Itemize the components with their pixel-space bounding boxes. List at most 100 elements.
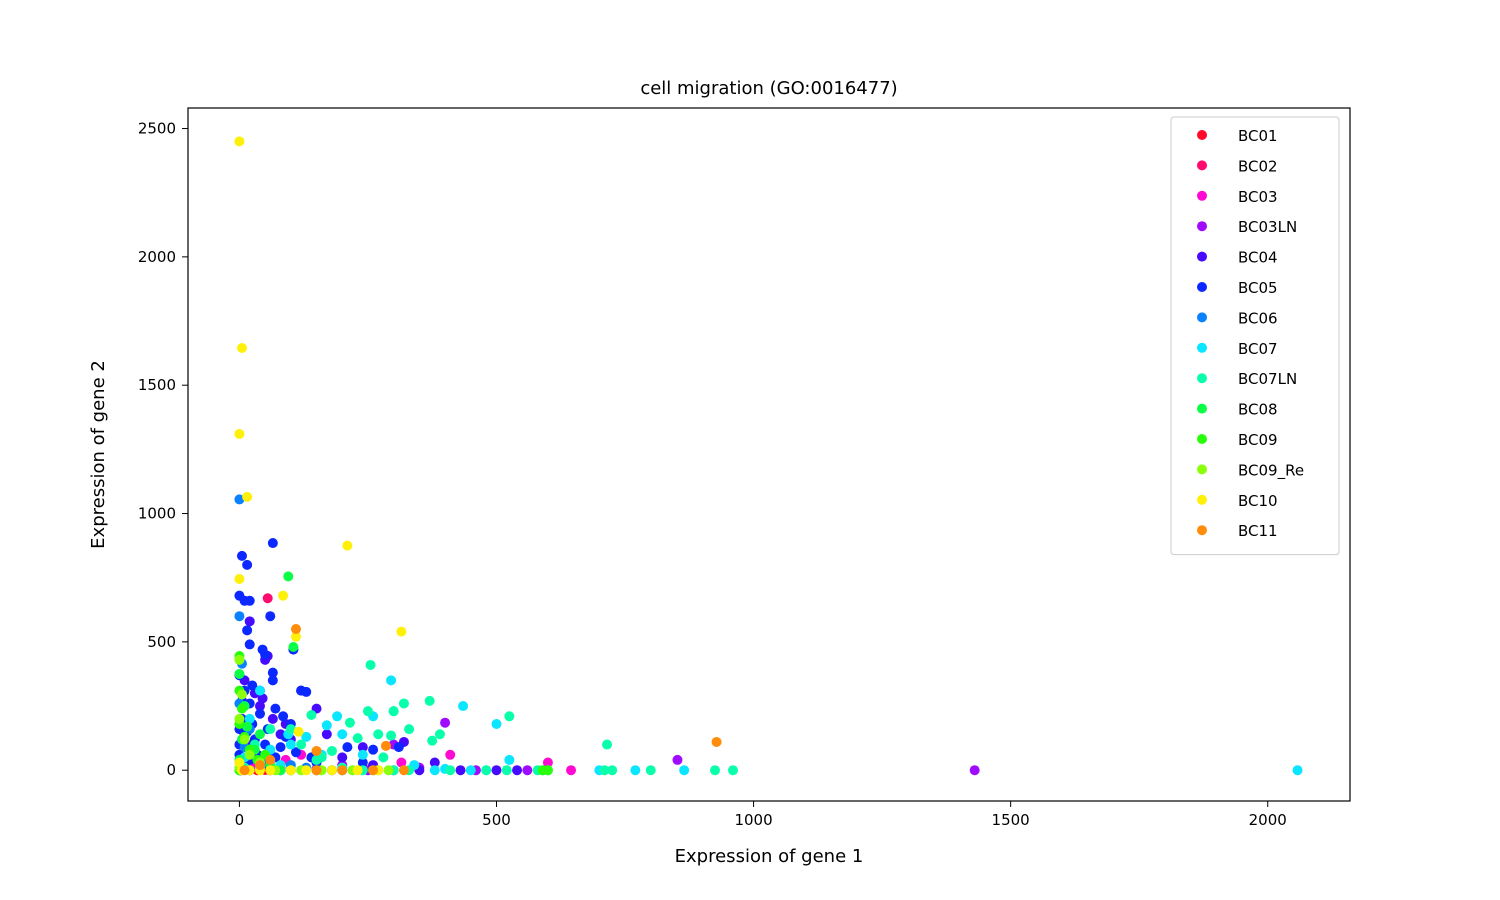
y-tick-label: 2500	[138, 120, 176, 138]
data-point	[262, 593, 273, 604]
data-point	[254, 760, 265, 771]
data-point	[424, 695, 435, 706]
data-point	[491, 719, 502, 729]
data-point	[260, 649, 271, 660]
data-point	[244, 616, 255, 627]
legend-label: BC02	[1238, 157, 1278, 175]
data-point	[396, 626, 407, 637]
data-point	[393, 742, 404, 753]
legend-label: BC09_Re	[1238, 461, 1304, 480]
y-tick-label: 1500	[138, 376, 176, 394]
data-point	[326, 765, 337, 776]
data-point	[429, 757, 440, 768]
data-point	[234, 494, 245, 505]
legend-item: BC03	[1197, 188, 1278, 206]
data-point	[645, 765, 656, 776]
data-point	[234, 428, 245, 439]
legend-item: BC06	[1197, 309, 1278, 327]
data-point	[344, 717, 355, 728]
data-point	[398, 698, 409, 709]
data-point	[365, 659, 376, 670]
legend-marker	[1197, 373, 1207, 384]
y-tick-label: 500	[147, 633, 176, 651]
data-point	[602, 739, 613, 750]
x-tick-label: 2000	[1249, 811, 1287, 829]
x-tick-label: 0	[235, 811, 245, 829]
data-point	[285, 739, 296, 750]
legend-marker	[1197, 251, 1207, 262]
data-point	[607, 765, 618, 776]
legend-marker	[1197, 190, 1207, 201]
data-point	[234, 136, 245, 147]
legend-item: BC09	[1197, 431, 1278, 449]
data-point	[234, 573, 245, 584]
data-point	[244, 749, 255, 760]
legend-item: BC02	[1197, 157, 1278, 175]
data-point	[321, 729, 332, 740]
x-axis-label: Expression of gene 1	[675, 846, 864, 867]
legend-marker	[1197, 130, 1207, 140]
data-point	[388, 706, 399, 717]
legend-label: BC08	[1238, 401, 1278, 419]
data-point	[236, 550, 247, 561]
data-point	[352, 733, 363, 744]
data-point	[254, 685, 265, 696]
legend-marker	[1197, 342, 1207, 353]
data-point	[242, 559, 253, 570]
data-point	[380, 740, 391, 751]
data-point	[326, 745, 337, 756]
chart-title: cell migration (GO:0016477)	[640, 78, 897, 99]
data-point	[378, 752, 389, 763]
data-point	[301, 765, 312, 776]
data-point	[283, 571, 294, 582]
data-point	[234, 757, 245, 768]
data-point	[234, 654, 245, 665]
legend-item: BC01	[1197, 127, 1278, 145]
data-point	[434, 729, 445, 740]
data-point	[362, 706, 373, 717]
legend-label: BC04	[1238, 249, 1278, 267]
plot-area-frame	[187, 107, 1351, 802]
data-point	[396, 757, 407, 768]
y-axis-label: Expression of gene 2	[88, 360, 109, 549]
data-point	[290, 631, 301, 642]
legend-item: BC05	[1197, 279, 1278, 297]
data-point	[254, 701, 265, 712]
data-point	[440, 717, 451, 728]
legend-marker	[1197, 525, 1207, 536]
data-point	[332, 711, 343, 722]
data-point	[542, 765, 553, 776]
legend-label: BC09	[1238, 431, 1278, 449]
data-point	[465, 765, 476, 776]
data-point	[427, 735, 438, 746]
legend-marker	[1197, 464, 1207, 475]
data-point	[455, 765, 466, 776]
data-point	[265, 765, 276, 776]
legend-item: BC07LN	[1197, 370, 1297, 388]
x-tick-label: 1000	[734, 811, 772, 829]
legend-marker	[1197, 403, 1207, 414]
data-point	[236, 342, 247, 353]
data-point	[234, 713, 245, 724]
data-point	[445, 749, 456, 760]
y-tick-label: 2000	[138, 248, 176, 266]
data-point	[265, 754, 276, 765]
data-point	[265, 724, 276, 735]
legend-label: BC03	[1238, 188, 1278, 206]
legend-label: BC05	[1238, 279, 1278, 297]
data-point	[247, 680, 258, 691]
x-tick-label: 1500	[992, 811, 1030, 829]
data-point	[301, 731, 312, 742]
data-point	[285, 724, 296, 735]
data-point	[265, 611, 276, 622]
data-point	[352, 765, 363, 776]
data-point	[491, 765, 502, 776]
data-point	[337, 765, 348, 776]
data-point	[672, 754, 683, 765]
legend-item: BC04	[1197, 249, 1278, 267]
legend-item: BC09_Re	[1197, 461, 1304, 480]
legend-item: BC08	[1197, 401, 1278, 419]
legend-marker	[1197, 160, 1207, 171]
legend-box	[1170, 116, 1340, 556]
